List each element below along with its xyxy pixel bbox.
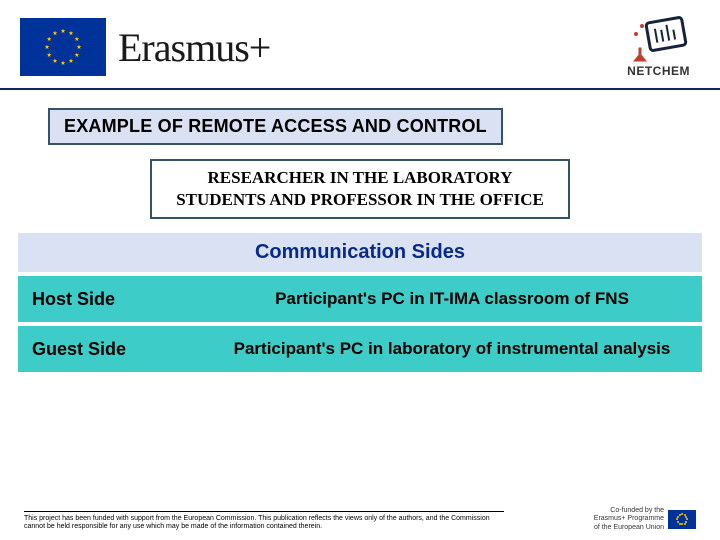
row-label: Guest Side bbox=[18, 329, 216, 370]
cofunded-line: Co-funded by the bbox=[594, 507, 664, 515]
row-value: Participant's PC in IT-IMA classroom of … bbox=[216, 282, 702, 316]
eu-flag-small-icon bbox=[668, 510, 696, 529]
section-header: Communication Sides bbox=[18, 233, 702, 272]
header-bar: Erasmus+ NETCHEM bbox=[0, 0, 720, 90]
title-banner: EXAMPLE OF REMOTE ACCESS AND CONTROL bbox=[48, 108, 503, 145]
cofunded-line: Erasmus+ Programme bbox=[594, 515, 664, 523]
device-icon bbox=[630, 16, 688, 62]
disclaimer-text: This project has been funded with suppor… bbox=[24, 511, 504, 533]
section-header-text: Communication Sides bbox=[255, 241, 465, 263]
table-row: Guest Side Participant's PC in laborator… bbox=[18, 326, 702, 372]
program-label: Erasmus+ bbox=[118, 24, 270, 71]
table-row: Host Side Participant's PC in IT-IMA cla… bbox=[18, 276, 702, 322]
subtitle-line-1: RESEARCHER IN THE LABORATORY bbox=[176, 167, 544, 189]
partner-logo: NETCHEM bbox=[627, 16, 690, 78]
row-label: Host Side bbox=[18, 279, 216, 320]
cofunded-badge: Co-funded by the Erasmus+ Programme of t… bbox=[594, 507, 696, 532]
cofunded-text: Co-funded by the Erasmus+ Programme of t… bbox=[594, 507, 664, 532]
slide-content: EXAMPLE OF REMOTE ACCESS AND CONTROL RES… bbox=[0, 90, 720, 372]
footer: This project has been funded with suppor… bbox=[24, 507, 696, 532]
row-value: Participant's PC in laboratory of instru… bbox=[216, 332, 702, 366]
subtitle-banner: RESEARCHER IN THE LABORATORY STUDENTS AN… bbox=[150, 159, 570, 219]
eu-flag-icon bbox=[20, 18, 106, 76]
partner-label: NETCHEM bbox=[627, 64, 690, 78]
header-left: Erasmus+ bbox=[20, 18, 270, 76]
subtitle-line-2: STUDENTS AND PROFESSOR IN THE OFFICE bbox=[176, 189, 544, 211]
cofunded-line: of the European Union bbox=[594, 524, 664, 532]
slide-title: EXAMPLE OF REMOTE ACCESS AND CONTROL bbox=[64, 116, 487, 136]
